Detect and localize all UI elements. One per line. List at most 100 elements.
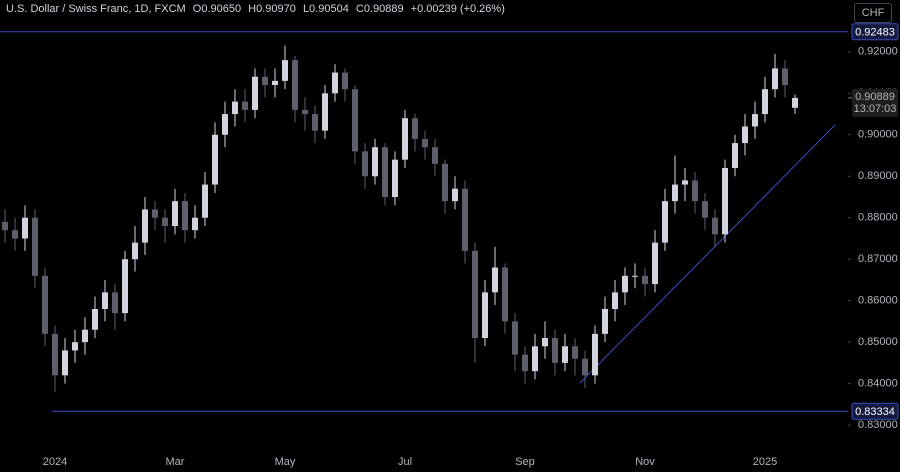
y-tick-label: 0.85000 bbox=[858, 336, 898, 348]
candle-body bbox=[172, 201, 178, 227]
candle-body bbox=[662, 201, 668, 243]
candle-body bbox=[52, 333, 58, 376]
candle-body bbox=[92, 308, 98, 330]
candle-body bbox=[72, 342, 78, 351]
candle-body bbox=[762, 89, 768, 115]
candle-body bbox=[722, 167, 728, 235]
candle-body bbox=[482, 292, 488, 339]
x-tick-label: 2024 bbox=[43, 456, 67, 468]
candle-body bbox=[292, 60, 298, 110]
x-tick-label: Jul bbox=[398, 456, 412, 468]
candle-body bbox=[392, 159, 398, 197]
chart-header: U.S. Dollar / Swiss Franc, 1D, FXCM O0.9… bbox=[6, 3, 509, 15]
change-value: +0.00239 (+0.26%) bbox=[410, 3, 505, 15]
candle-body bbox=[402, 118, 408, 160]
candle-body bbox=[232, 101, 238, 115]
candle-body bbox=[202, 184, 208, 218]
candle-body bbox=[322, 93, 328, 131]
candle-body bbox=[122, 259, 128, 314]
last-price-label: 0.90889 bbox=[855, 91, 895, 103]
candle-body bbox=[542, 338, 548, 347]
candle-body bbox=[602, 308, 608, 334]
candle-body bbox=[282, 60, 288, 81]
candle-body bbox=[32, 217, 38, 276]
candle-body bbox=[712, 217, 718, 235]
y-tick-label: 0.83000 bbox=[858, 419, 898, 431]
candle-body bbox=[212, 134, 218, 185]
candle-body bbox=[382, 147, 388, 197]
level-label-box bbox=[851, 23, 899, 41]
candle-body bbox=[422, 138, 428, 148]
candle-body bbox=[622, 275, 628, 293]
candle-body bbox=[152, 209, 158, 218]
candle-body bbox=[472, 250, 478, 339]
candle-body bbox=[792, 97, 798, 108]
level-label-box bbox=[851, 402, 899, 420]
candle-body bbox=[612, 292, 618, 309]
candle-body bbox=[82, 329, 88, 343]
candle-body bbox=[102, 292, 108, 309]
candle-body bbox=[742, 126, 748, 144]
symbol: U.S. Dollar / Swiss Franc, 1D, FXCM bbox=[6, 3, 186, 15]
candle-body bbox=[462, 188, 468, 251]
open-value: O0.90650 bbox=[192, 3, 242, 15]
candle-body bbox=[2, 221, 8, 231]
candle-body bbox=[582, 358, 588, 376]
candle-body bbox=[442, 163, 448, 202]
countdown-label: 13:07:03 bbox=[854, 103, 897, 115]
high-value: H0.90970 bbox=[248, 3, 296, 15]
level-label: 0.83334 bbox=[855, 406, 895, 418]
trend-line bbox=[579, 124, 836, 384]
candle-body bbox=[672, 184, 678, 202]
candle-body bbox=[262, 76, 268, 86]
candle-body bbox=[312, 114, 318, 131]
candle-body bbox=[242, 101, 248, 110]
y-tick-label: 0.87000 bbox=[858, 253, 898, 265]
candle-body bbox=[22, 217, 28, 239]
candle-body bbox=[632, 275, 638, 277]
candle-body bbox=[502, 267, 508, 322]
candle-body bbox=[522, 354, 528, 372]
candle-body bbox=[162, 217, 168, 227]
candle-body bbox=[682, 180, 688, 185]
currency-button[interactable]: CHF bbox=[854, 3, 892, 23]
candle-body bbox=[372, 147, 378, 177]
y-tick-label: 0.89000 bbox=[858, 170, 898, 182]
candle-body bbox=[252, 76, 258, 110]
candle-body bbox=[752, 114, 758, 127]
candle-body bbox=[62, 350, 68, 376]
candle-body bbox=[572, 346, 578, 359]
close-value: C0.90889 bbox=[355, 3, 404, 15]
candle-body bbox=[412, 118, 418, 139]
candle-body bbox=[42, 275, 48, 334]
candle-body bbox=[552, 338, 558, 363]
candle-body bbox=[452, 188, 458, 202]
candle-body bbox=[112, 292, 118, 314]
candle-body bbox=[12, 230, 18, 239]
candle-body bbox=[352, 89, 358, 152]
candle-body bbox=[562, 346, 568, 363]
y-tick-label: 0.90000 bbox=[858, 129, 898, 141]
x-tick-label: 2025 bbox=[753, 456, 777, 468]
candle-body bbox=[772, 68, 778, 90]
candle-body bbox=[332, 72, 338, 94]
candle-body bbox=[362, 151, 368, 177]
y-tick-label: 0.86000 bbox=[858, 295, 898, 307]
x-tick-label: Sep bbox=[515, 456, 535, 468]
candle-body bbox=[642, 275, 648, 285]
last-price-box bbox=[852, 88, 898, 117]
candle-body bbox=[182, 201, 188, 231]
level-label: 0.92483 bbox=[855, 27, 895, 39]
candle-body bbox=[532, 346, 538, 372]
candle-body bbox=[492, 267, 498, 293]
candle-body bbox=[342, 72, 348, 90]
candle-body bbox=[512, 321, 518, 355]
candle-body bbox=[192, 217, 198, 231]
candle-body bbox=[302, 109, 308, 115]
x-tick-label: Mar bbox=[166, 456, 185, 468]
y-tick-label: 0.84000 bbox=[858, 378, 898, 390]
candle-body bbox=[222, 114, 228, 135]
x-tick-label: Nov bbox=[635, 456, 655, 468]
